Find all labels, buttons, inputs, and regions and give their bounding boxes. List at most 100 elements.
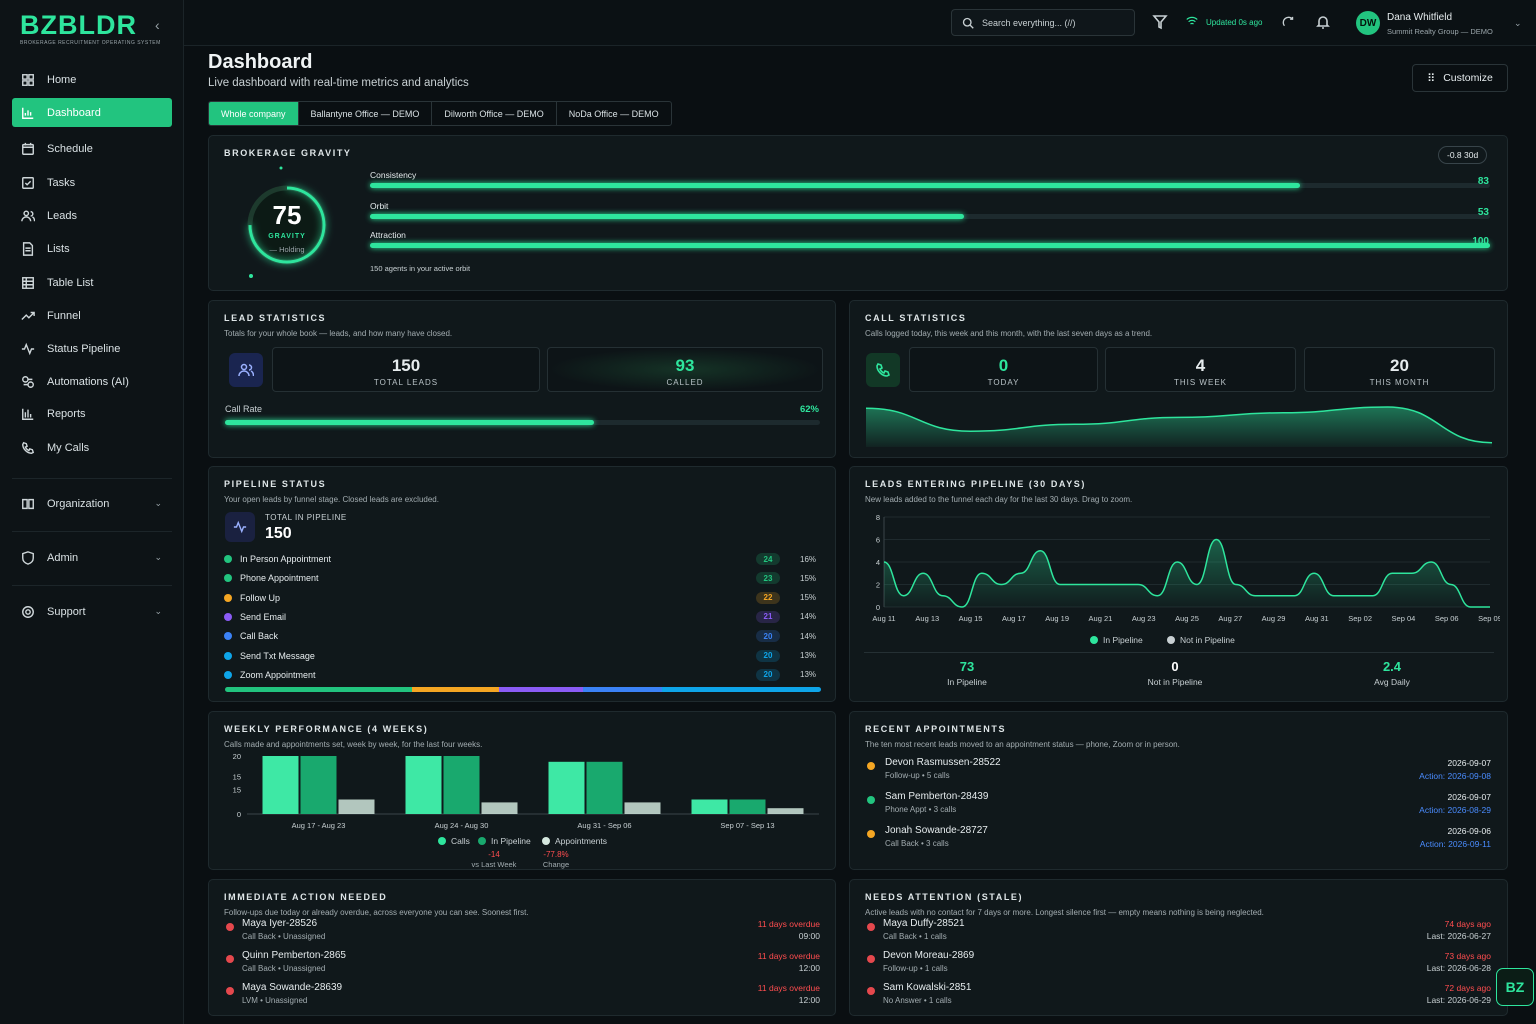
search-input[interactable]: Search everything... (//)	[951, 9, 1135, 36]
nav-item-table-list[interactable]: Table List	[12, 268, 172, 297]
nav-item-reports[interactable]: Reports	[12, 399, 172, 428]
pulse-icon	[225, 512, 255, 542]
logo[interactable]: BZBLDR	[20, 10, 137, 40]
bar-calls[interactable]	[548, 761, 585, 814]
trend-icon	[21, 311, 35, 320]
list-item[interactable]: Devon Rasmussen-28522 Follow-up • 5 calls…	[865, 756, 1491, 790]
lead-name[interactable]: Devon Rasmussen-28522	[885, 757, 1001, 768]
tab-whole-company[interactable]: Whole company	[209, 102, 299, 125]
in-pipeline-line	[883, 538, 1490, 608]
legend-in-pipeline[interactable]: In Pipeline	[478, 836, 531, 846]
pipeline-stage-row[interactable]: Send Txt Message 20 13%	[224, 647, 820, 665]
customize-button[interactable]: ⠿ Customize	[1412, 64, 1508, 92]
divider	[12, 531, 172, 532]
pipeline-stage-row[interactable]: Zoom Appointment 20 13%	[224, 666, 820, 684]
list-item[interactable]: Sam Pemberton-28439 Phone Appt • 3 calls 2…	[865, 790, 1491, 824]
phone-icon	[22, 441, 35, 454]
legend-appointments[interactable]: Appointments	[542, 836, 607, 846]
bar-appointments[interactable]	[481, 802, 518, 814]
pipeline-stage-row[interactable]: Phone Appointment 23 15%	[224, 569, 820, 587]
nav-item-dashboard[interactable]: Dashboard	[12, 98, 172, 127]
legend-calls[interactable]: Calls	[438, 836, 470, 846]
gravity-bar-fill	[370, 183, 1300, 188]
filter-icon[interactable]	[1152, 14, 1168, 30]
nav-item-automations-ai[interactable]: Automations (AI)	[12, 367, 172, 396]
bar-appointments[interactable]	[767, 808, 804, 814]
pipeline-stage-row[interactable]: Send Email 21 14%	[224, 608, 820, 626]
pipeline-stage-row[interactable]: Follow Up 22 15%	[224, 589, 820, 607]
chevron-down-icon[interactable]: ⌄	[1514, 18, 1522, 28]
pipeline-segment	[582, 687, 663, 692]
bell-icon[interactable]	[1315, 14, 1331, 30]
card-title: WEEKLY PERFORMANCE (4 WEEKS)	[224, 724, 429, 734]
users-icon	[21, 209, 35, 221]
bar-calls[interactable]	[405, 756, 442, 814]
bar-in-pipeline[interactable]	[300, 756, 337, 814]
legend-not-in-pipeline[interactable]: Not in Pipeline	[1167, 635, 1235, 645]
list-item[interactable]: Quinn Pemberton-2865 Call Back • Unassign…	[224, 950, 820, 980]
y-tick-label: 2	[876, 581, 880, 590]
stage-percent: 13%	[800, 651, 817, 660]
bar-in-pipeline[interactable]	[586, 761, 623, 814]
list-item[interactable]: Jonah Sowande-28727 Call Back • 3 calls 20…	[865, 824, 1491, 858]
nav-item-funnel[interactable]: Funnel	[12, 301, 172, 330]
collapse-sidebar-icon[interactable]: ‹	[155, 17, 160, 33]
refresh-icon[interactable]	[1282, 16, 1295, 29]
user-org: Summit Realty Group — DEMO	[1387, 27, 1493, 36]
lead-name[interactable]: Sam Pemberton-28439	[885, 791, 989, 802]
lead-name[interactable]: Maya Sowande-28639	[242, 982, 343, 993]
legend-in-pipeline[interactable]: In Pipeline	[1090, 635, 1143, 645]
nav-group-organization[interactable]: Organization ⌄	[12, 489, 172, 518]
nav-item-schedule[interactable]: Schedule	[12, 134, 172, 163]
list-item[interactable]: Sam Kowalski-2851 No Answer • 1 calls 72 d…	[865, 982, 1491, 1012]
nav-group-support[interactable]: Support ⌄	[12, 597, 172, 626]
bar-calls[interactable]	[691, 799, 728, 815]
nav-item-tasks[interactable]: Tasks	[12, 168, 172, 197]
tab-dilworth[interactable]: Dilworth Office — DEMO	[432, 102, 557, 125]
bar-calls[interactable]	[262, 756, 299, 814]
calls-trend-chart[interactable]	[866, 397, 1492, 447]
bar-appointments[interactable]	[624, 802, 661, 814]
nav-item-status-pipeline[interactable]: Status Pipeline	[12, 334, 172, 363]
avg-daily-label: Avg Daily	[1374, 677, 1410, 687]
lead-name[interactable]: Devon Moreau-2869	[883, 950, 975, 961]
nav-group-admin[interactable]: Admin ⌄	[12, 543, 172, 572]
lead-name[interactable]: Jonah Sowande-28727	[885, 825, 988, 836]
lead-meta: No Answer • 1 calls	[883, 996, 952, 1005]
pipeline-card: PIPELINE STATUS Your open leads by funne…	[208, 466, 836, 702]
pipeline-stage-row[interactable]: Call Back 20 14%	[224, 627, 820, 645]
bar-in-pipeline[interactable]	[729, 799, 766, 815]
nav-item-label: Funnel	[47, 309, 81, 322]
tab-noda[interactable]: NoDa Office — DEMO	[568, 108, 659, 119]
avatar[interactable]: DW	[1356, 11, 1380, 35]
bar-in-pipeline[interactable]	[443, 756, 480, 814]
status-dot	[867, 923, 875, 931]
nav-item-home[interactable]: Home	[12, 65, 172, 94]
table-icon	[22, 276, 34, 289]
nav-item-leads[interactable]: Leads	[12, 201, 172, 230]
assistant-fab[interactable]: BZ	[1496, 968, 1534, 1006]
status-dot	[224, 574, 232, 583]
list-item[interactable]: Maya Duffy-28521 Call Back • 1 calls 74 da…	[865, 918, 1491, 948]
weekly-bar-chart[interactable]: 0 15 15 20 Aug 17 - Aug 23 Aug 24 - Aug 30 Aug…	[219, 750, 829, 832]
lead-name[interactable]: Quinn Pemberton-2865	[242, 950, 346, 961]
lead-name[interactable]: Maya Duffy-28521	[883, 918, 965, 929]
list-item[interactable]: Maya Sowande-28639 LVM • Unassigned 11 day…	[224, 982, 820, 1012]
list-item[interactable]: Devon Moreau-2869 Follow-up • 1 calls 73 d…	[865, 950, 1491, 980]
page-title: Dashboard	[208, 51, 313, 73]
leads-entering-chart[interactable]: 0 2 4 6 8 Aug 11 Aug 13 Aug 15 Aug 17 Aug 19 Aug 2…	[860, 511, 1500, 629]
nav-item-lists[interactable]: Lists	[12, 234, 172, 263]
pipeline-stage-row[interactable]: In Person Appointment 24 16%	[224, 550, 820, 568]
users-icon	[229, 353, 263, 387]
lead-name[interactable]: Sam Kowalski-2851	[883, 982, 972, 993]
card-subtitle: The ten most recent leads moved to an ap…	[865, 740, 1180, 749]
in-pipeline-label: In Pipeline	[947, 677, 987, 687]
user-name[interactable]: Dana Whitfield	[1387, 12, 1453, 23]
bar-appointments[interactable]	[338, 799, 375, 815]
called-stat: 93 CALLED	[547, 347, 823, 392]
calendar-icon	[22, 142, 34, 155]
lead-name[interactable]: Maya Iyer-28526	[242, 918, 318, 929]
tab-ballantyne[interactable]: Ballantyne Office — DEMO	[299, 102, 433, 125]
list-item[interactable]: Maya Iyer-28526 Call Back • Unassigned 11 …	[224, 918, 820, 948]
nav-item-my-calls[interactable]: My Calls	[12, 433, 172, 462]
